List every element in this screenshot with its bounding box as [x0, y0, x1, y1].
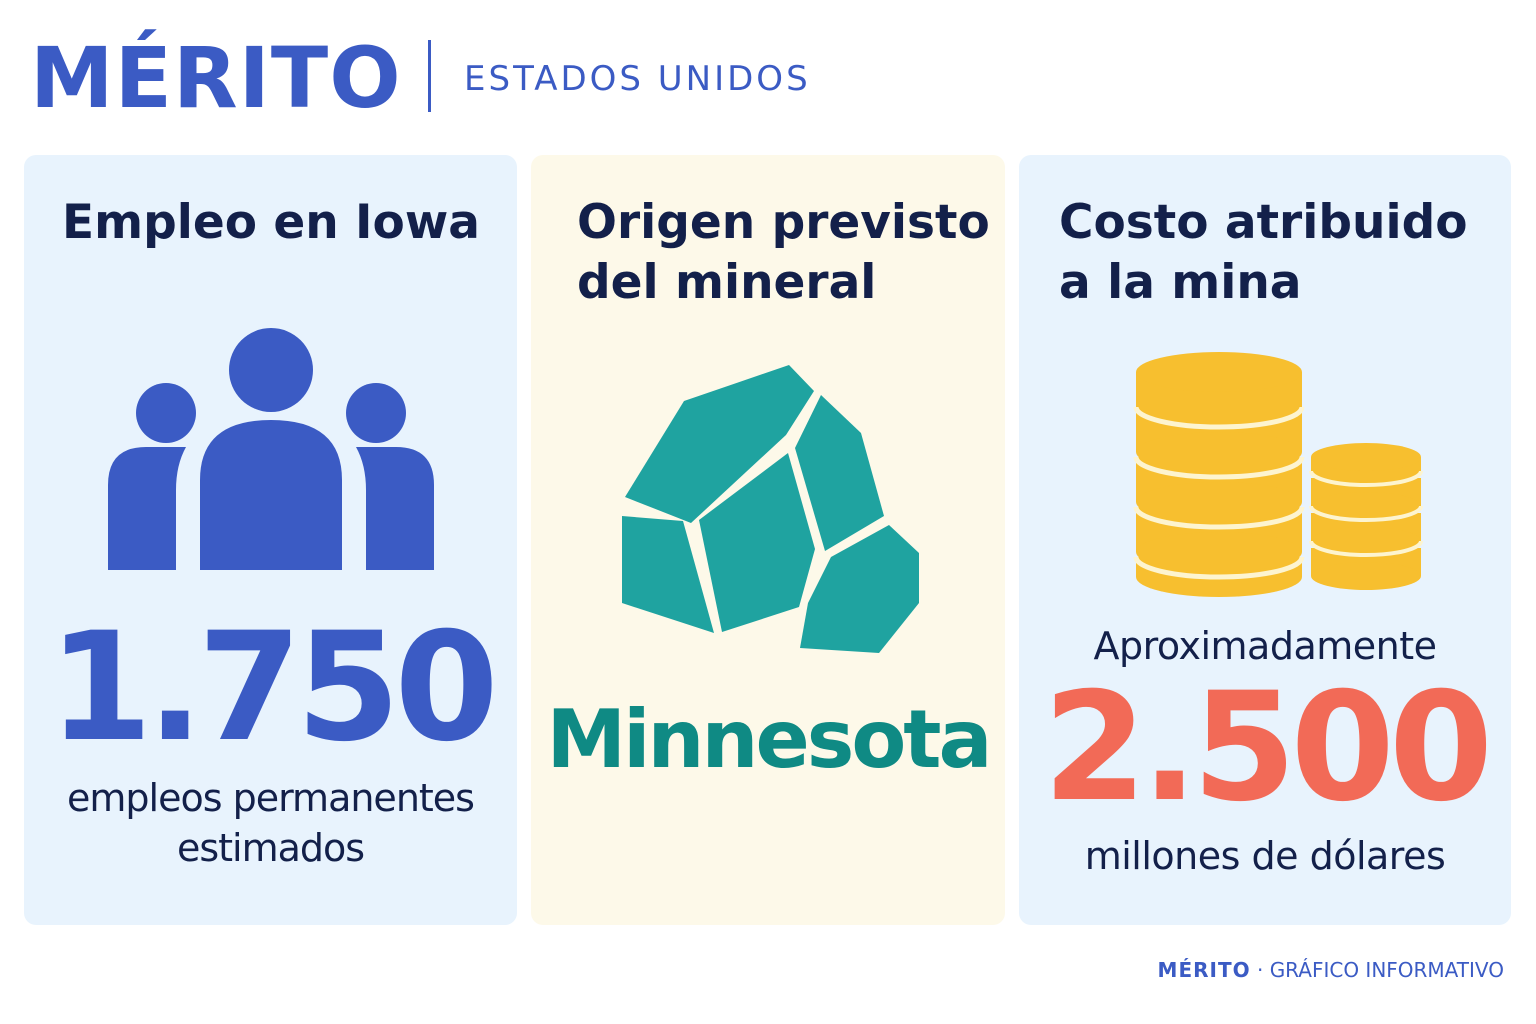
footer-brand: MÉRITO	[1157, 958, 1251, 982]
card-title: Empleo en Iowa	[62, 195, 480, 250]
header: MÉRITO ESTADOS UNIDOS	[30, 28, 1030, 128]
cost-value: 2.500	[1042, 661, 1493, 835]
footer-separator: ·	[1256, 958, 1264, 982]
header-divider	[428, 40, 431, 112]
people-icon	[108, 328, 434, 570]
mineral-rock-icon	[622, 365, 919, 653]
cost-qualifier: Aproximadamente	[1093, 624, 1438, 668]
card-mineral-origin: Origen previsto del mineral Minnesota	[531, 155, 1005, 925]
brand-logo: MÉRITO	[30, 29, 402, 127]
mineral-origin-place: Minnesota	[546, 693, 993, 786]
cost-unit: millones de dólares	[1084, 834, 1446, 878]
card-employment: Empleo en Iowa 1.750 empleos permanentes…	[24, 155, 517, 925]
card-title: Costo atribuido a la mina	[1059, 195, 1468, 310]
employment-caption: empleos permanentes estimados	[67, 776, 475, 870]
employment-count: 1.750	[48, 601, 498, 775]
region-label: ESTADOS UNIDOS	[464, 59, 811, 99]
footer-credit: MÉRITO · GRÁFICO INFORMATIVO	[1158, 956, 1504, 984]
card-title: Origen previsto del mineral	[577, 195, 990, 310]
footer-label: GRÁFICO INFORMATIVO	[1269, 958, 1504, 982]
card-mine-cost: Costo atribuido a la mina	[1019, 155, 1511, 925]
coins-icon	[1133, 352, 1423, 597]
